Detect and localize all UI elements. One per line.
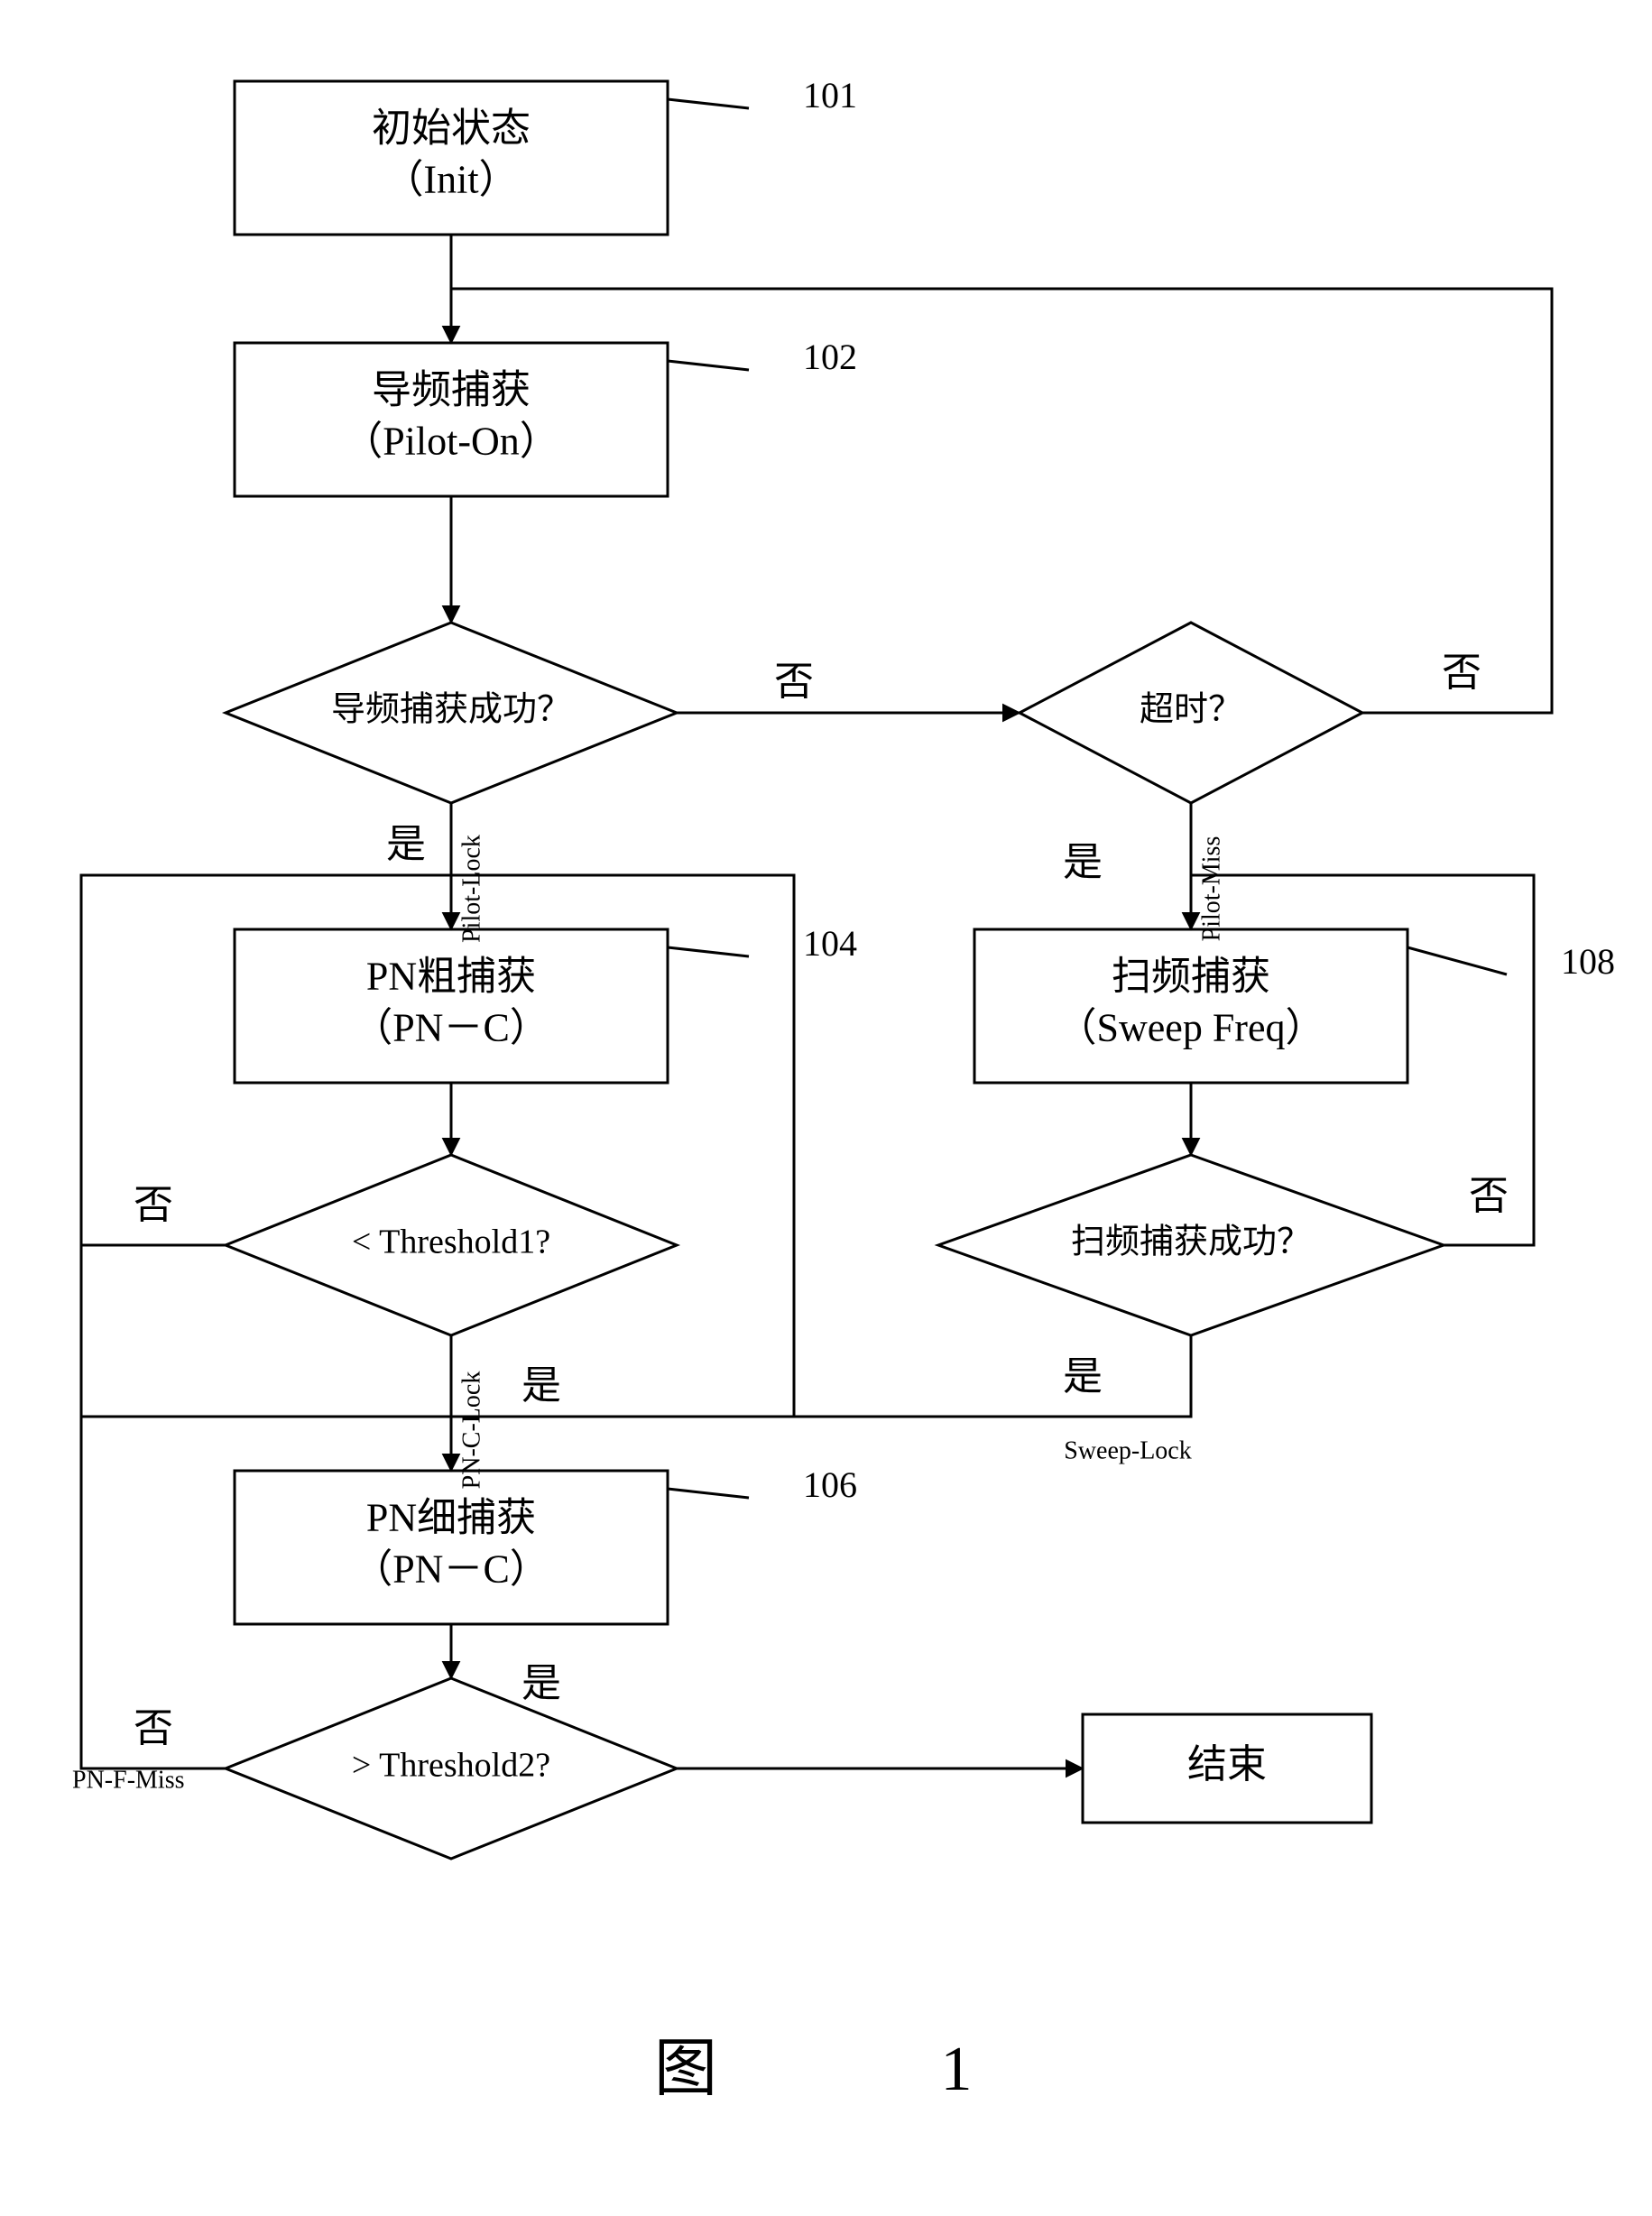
svg-text:导频捕获: 导频捕获 [372, 367, 531, 411]
svg-text:（Sweep Freq）: （Sweep Freq） [1057, 1006, 1325, 1050]
svg-text:104: 104 [803, 923, 857, 964]
svg-text:否: 否 [134, 1706, 173, 1750]
svg-text:扫频捕获: 扫频捕获 [1112, 954, 1270, 998]
svg-text:Pilot-Miss: Pilot-Miss [1197, 836, 1225, 942]
svg-text:导频捕获成功？: 导频捕获成功？ [331, 691, 571, 729]
svg-text:扫频捕获成功？: 扫频捕获成功？ [1071, 1223, 1311, 1261]
svg-text:< Threshold1?: < Threshold1? [352, 1223, 550, 1261]
svg-text:（PN－C）: （PN－C） [353, 1547, 549, 1592]
svg-text:PN-C-Lock: PN-C-Lock [457, 1371, 485, 1490]
svg-text:102: 102 [803, 337, 857, 377]
svg-text:超时？: 超时？ [1140, 691, 1242, 729]
svg-text:结束: 结束 [1187, 1742, 1267, 1787]
svg-text:101: 101 [803, 75, 857, 115]
svg-text:（Init）: （Init） [383, 158, 518, 202]
svg-text:否: 否 [1442, 651, 1481, 695]
svg-text:（PN－C）: （PN－C） [353, 1006, 549, 1050]
svg-text:106: 106 [803, 1464, 857, 1505]
svg-text:PN细捕获: PN细捕获 [366, 1495, 536, 1539]
svg-text:Pilot-Lock: Pilot-Lock [457, 835, 485, 943]
svg-text:Sweep-Lock: Sweep-Lock [1064, 1436, 1192, 1464]
svg-text:PN-F-Miss: PN-F-Miss [72, 1766, 184, 1794]
svg-text:是: 是 [386, 822, 426, 866]
svg-text:是: 是 [1063, 840, 1103, 884]
svg-text:否: 否 [134, 1183, 173, 1227]
svg-text:图: 图 [654, 2035, 717, 2104]
svg-text:初始状态: 初始状态 [372, 106, 531, 150]
svg-text:否: 否 [1469, 1174, 1509, 1218]
svg-text:（Pilot-On）: （Pilot-On） [343, 420, 559, 464]
svg-text:是: 是 [521, 1661, 561, 1705]
svg-text:1: 1 [941, 2035, 973, 2104]
svg-text:> Threshold2?: > Threshold2? [352, 1747, 550, 1785]
svg-text:否: 否 [774, 660, 814, 704]
svg-text:108: 108 [1561, 941, 1615, 982]
svg-text:是: 是 [1063, 1354, 1103, 1399]
svg-text:PN粗捕获: PN粗捕获 [366, 954, 536, 998]
flowchart-figure: 初始状态 （Init） 101 导频捕获 （Pilot-On） 102 导频捕获成功？ 超时？… [0, 0, 1652, 2216]
svg-text:是: 是 [521, 1363, 561, 1408]
